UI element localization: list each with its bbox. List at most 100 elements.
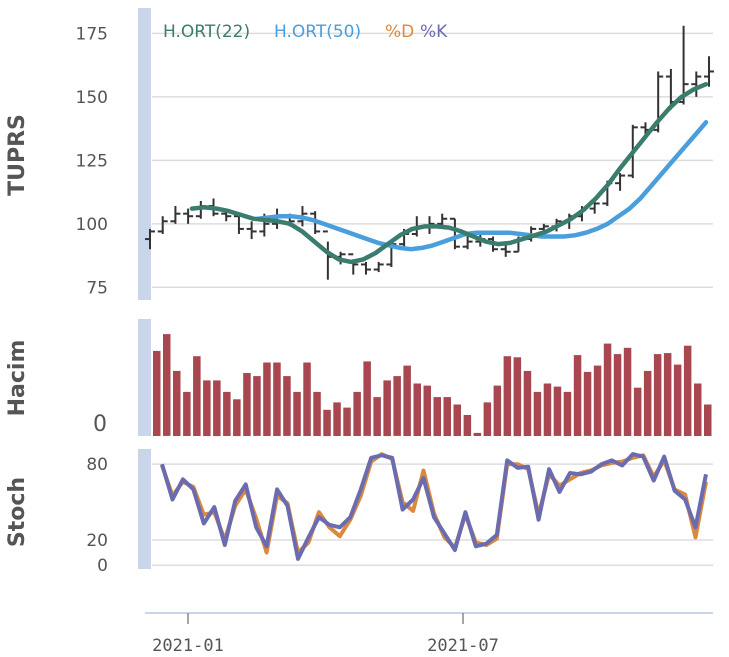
volume-bar <box>563 391 572 436</box>
ohlc-bar <box>157 216 168 234</box>
price-y-tick-label: 100 <box>76 215 108 235</box>
volume-bar <box>643 370 652 436</box>
volume-series <box>153 334 712 437</box>
volume-bar <box>443 397 451 436</box>
ohlc-bar <box>183 208 194 224</box>
stoch-panel-accent <box>138 449 151 569</box>
ohlc-bar <box>615 173 626 191</box>
volume-bar <box>463 415 472 436</box>
volume-bar <box>203 380 211 437</box>
volume-bar <box>573 355 582 436</box>
volume-bar <box>393 376 401 436</box>
volume-bar <box>583 371 592 436</box>
legend-stoch-d[interactable]: %D <box>385 22 414 42</box>
stoch-d-line <box>160 452 708 555</box>
volume-bar <box>683 345 692 436</box>
ohlc-bar <box>462 233 473 250</box>
volume-bar <box>423 385 431 436</box>
volume-bar <box>383 380 391 437</box>
legend-ma50[interactable]: H.ORT(50) <box>274 22 361 42</box>
volume-bar <box>533 391 542 436</box>
volume-bar <box>694 383 702 436</box>
volume-bar <box>523 370 532 436</box>
volume-panel: Hacim 0 <box>5 319 712 437</box>
volume-panel-accent <box>138 319 151 436</box>
volume-bar <box>363 361 371 436</box>
volume-axis-title: Hacim <box>5 340 30 417</box>
price-grid <box>152 32 713 289</box>
volume-bar <box>303 362 311 436</box>
ohlc-bar <box>246 221 257 240</box>
volume-bar <box>673 364 682 436</box>
stoch-y-tick-label: 80 <box>86 455 108 475</box>
x-tick-label-2021-01: 2021-01 <box>152 636 224 656</box>
volume-bar <box>163 334 171 436</box>
volume-bar <box>253 376 261 436</box>
volume-bar <box>173 370 181 436</box>
ohlc-bar <box>348 253 359 275</box>
price-y-tick-label: 175 <box>76 24 108 44</box>
ohlc-bar <box>678 25 689 105</box>
volume-bar <box>603 343 612 436</box>
stoch-k-line <box>160 452 708 561</box>
volume-bar <box>343 407 351 436</box>
volume-bar <box>663 353 672 437</box>
legend-ma22[interactable]: H.ORT(22) <box>163 22 250 42</box>
ohlc-bar <box>360 261 371 275</box>
volume-bar <box>323 409 331 437</box>
volume-bar <box>153 350 161 436</box>
stoch-y-tick-label: 20 <box>86 531 108 551</box>
ohlc-bar <box>589 200 600 214</box>
price-panel-accent <box>138 8 151 300</box>
x-tick-label-2021-07: 2021-07 <box>427 636 499 656</box>
volume-bar <box>623 347 632 436</box>
ohlc-bar <box>170 206 181 224</box>
volume-bar <box>353 391 361 436</box>
x-axis: 2021-01 2021-07 <box>145 612 713 656</box>
volume-bar <box>373 397 381 436</box>
ma50-line <box>255 120 709 252</box>
volume-bar <box>223 391 231 436</box>
volume-bar <box>233 399 241 437</box>
volume-bar <box>493 385 502 436</box>
price-axis-title: TUPRS <box>5 114 30 196</box>
price-y-tick-label: 75 <box>86 278 108 298</box>
volume-bar <box>313 391 321 436</box>
ma22-line <box>189 81 709 265</box>
volume-bar <box>593 365 602 436</box>
ohlc-series <box>145 25 714 280</box>
volume-bar <box>193 356 201 436</box>
volume-bar <box>283 376 291 436</box>
ohlc-bar <box>449 217 460 250</box>
volume-bar <box>473 432 482 436</box>
ohlc-bar <box>145 228 155 250</box>
price-panel: 75 100 125 150 175 TUPRS <box>5 8 714 300</box>
volume-bar <box>213 380 221 437</box>
legend: H.ORT(22) H.ORT(50) %D %K <box>163 22 448 42</box>
volume-bar <box>503 356 512 436</box>
ohlc-bar <box>691 71 702 97</box>
volume-bar <box>333 402 341 436</box>
volume-bar <box>403 365 411 436</box>
volume-bar <box>243 373 251 436</box>
volume-bar <box>653 354 662 436</box>
ohlc-bar <box>373 261 384 273</box>
volume-bar <box>293 391 301 436</box>
volume-bar <box>453 404 461 436</box>
volume-bar <box>483 402 492 436</box>
volume-bar <box>613 354 622 436</box>
volume-bar <box>413 383 421 436</box>
stoch-y-ticks: 0 20 80 <box>86 455 108 576</box>
volume-bar <box>633 387 642 436</box>
stoch-panel: 0 20 80 Stoch <box>5 449 713 576</box>
volume-bar <box>263 362 271 436</box>
volume-bar <box>543 383 552 436</box>
volume-bar <box>433 397 441 436</box>
legend-stoch-k[interactable]: %K <box>420 22 448 42</box>
price-y-tick-label: 150 <box>76 88 108 108</box>
price-y-tick-label: 125 <box>76 151 108 171</box>
stoch-axis-title: Stoch <box>5 477 30 547</box>
volume-bar <box>553 386 562 436</box>
